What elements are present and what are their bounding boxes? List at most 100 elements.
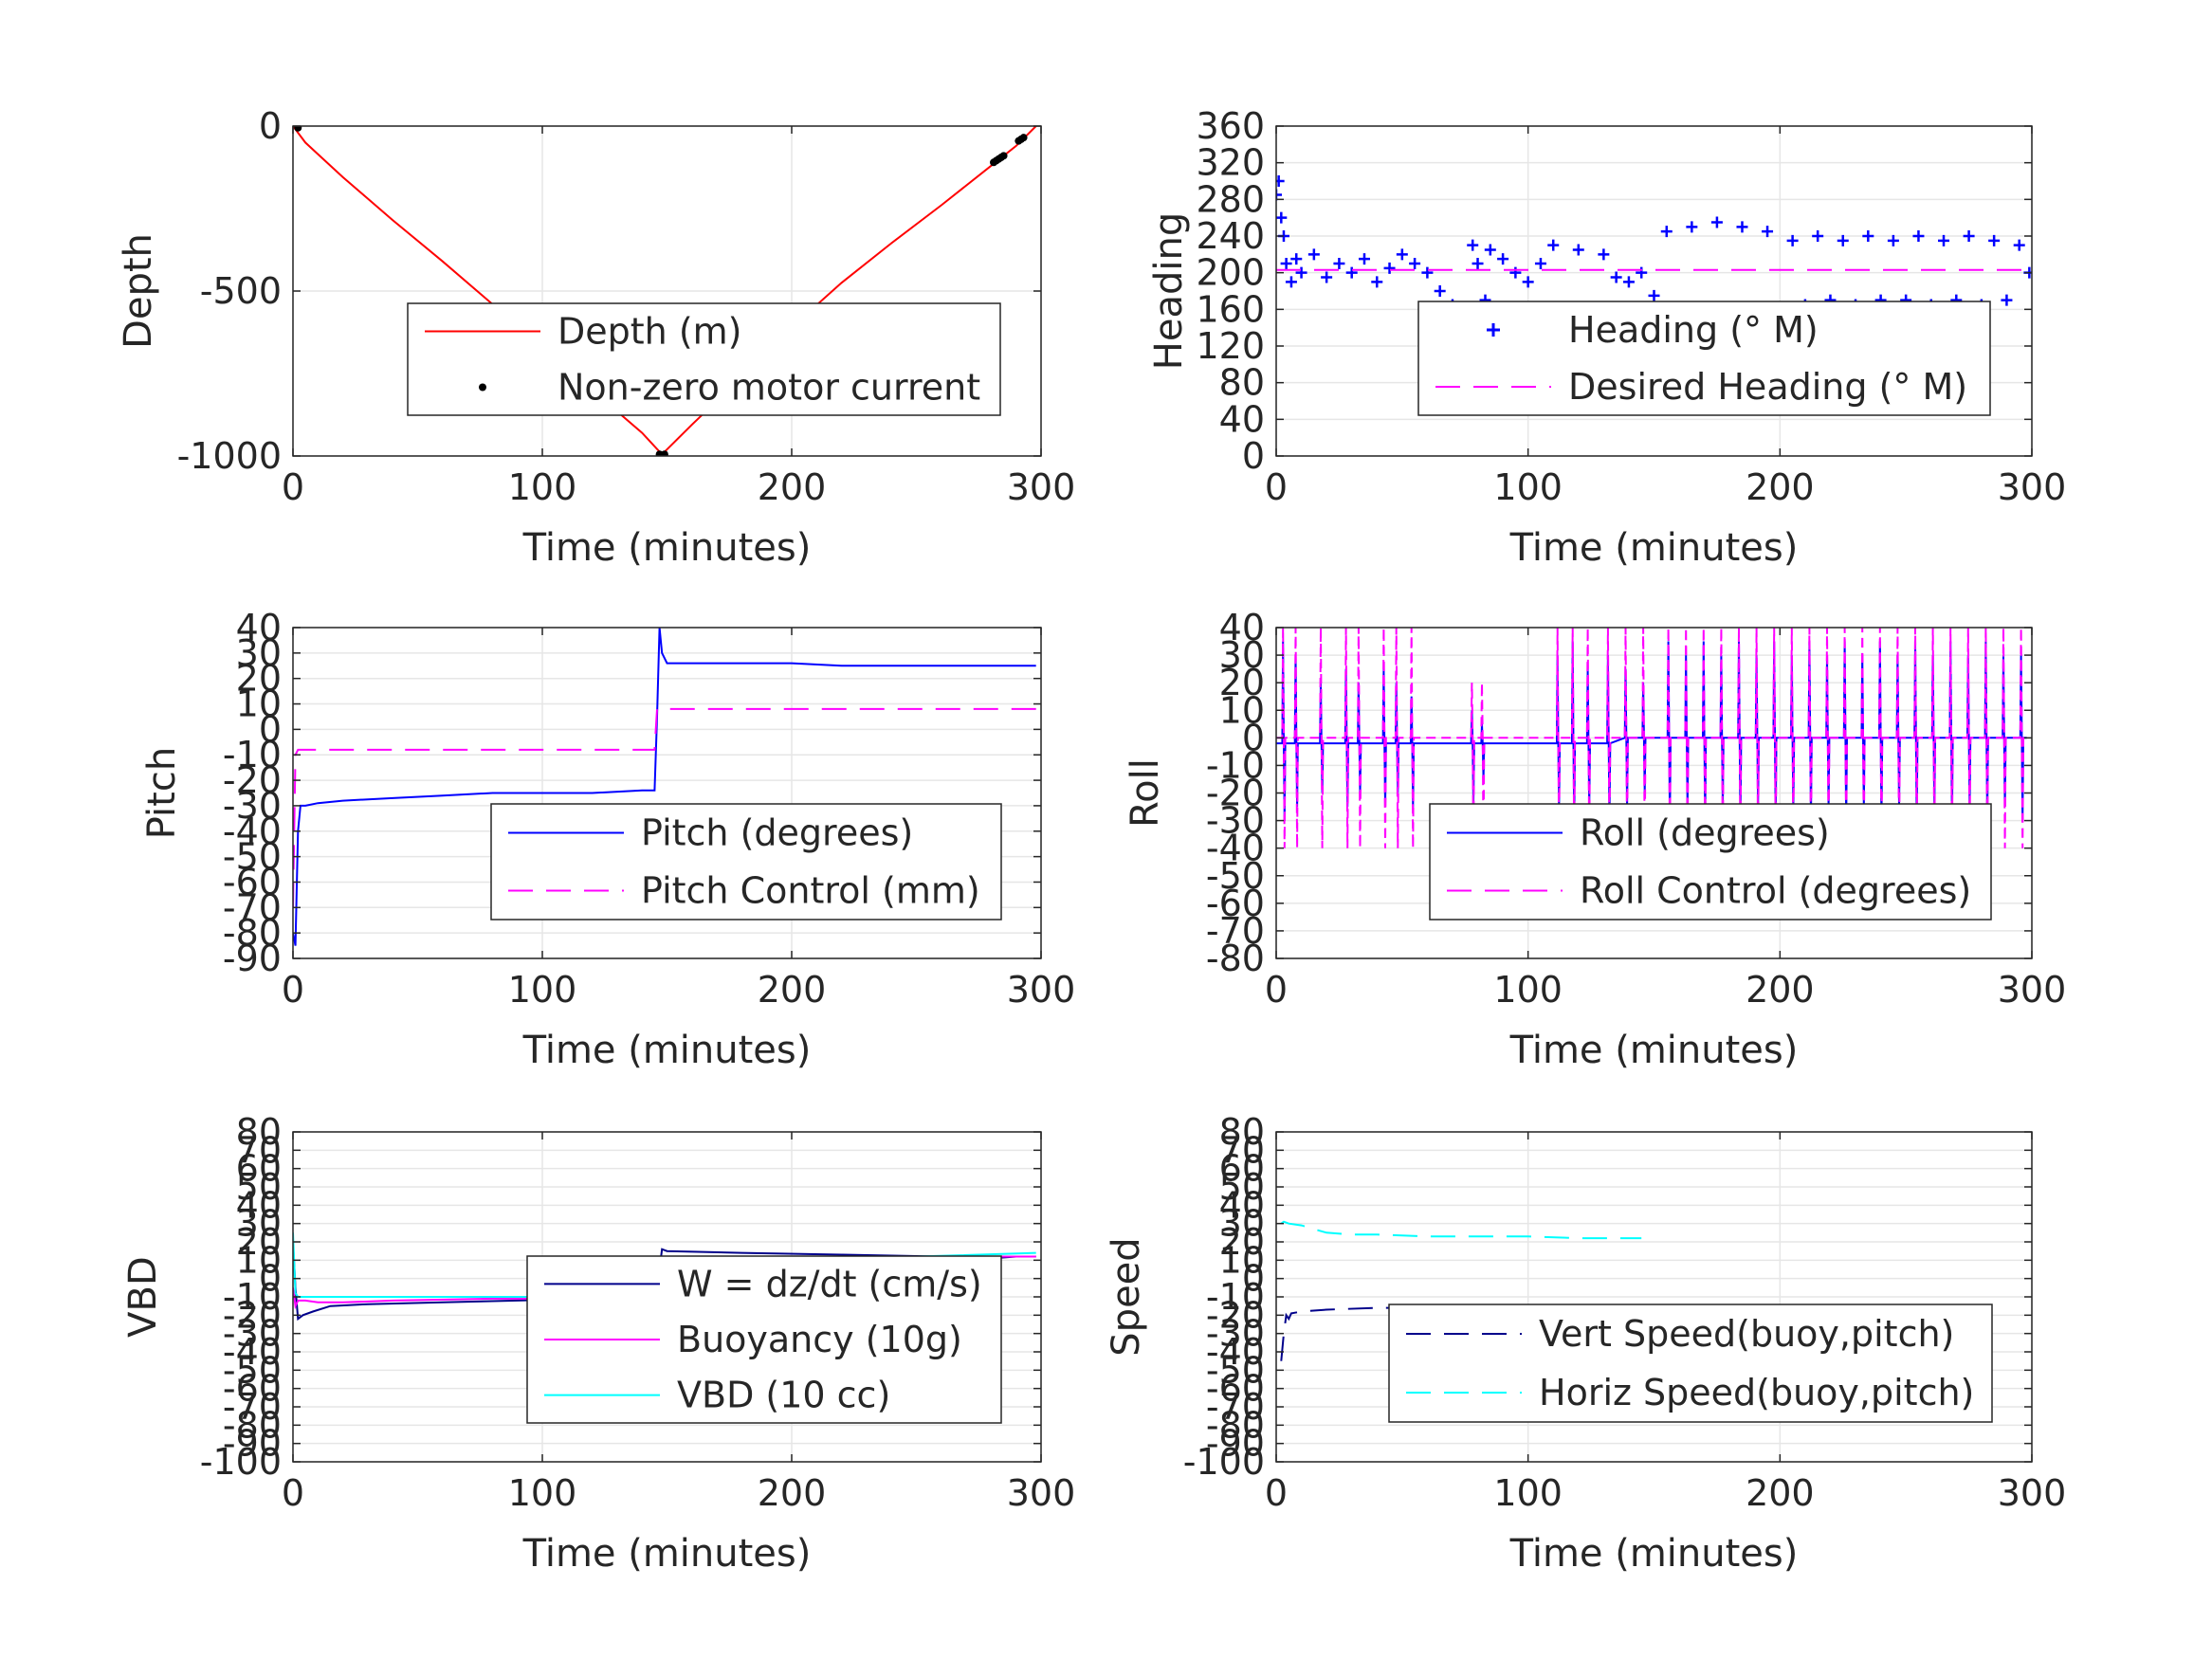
data-point — [1307, 248, 1320, 261]
y-tick-label: -40 — [223, 1331, 282, 1373]
x-axis-label: Time (minutes) — [1509, 526, 1799, 570]
series-vert-speed-buoy-pitch — [1280, 1304, 1642, 1361]
legend-label: Depth (m) — [558, 311, 742, 353]
y-tick-label: 80 — [1219, 362, 1265, 404]
y-tick-label: -40 — [223, 811, 282, 852]
data-point — [1467, 239, 1479, 251]
y-tick-label: -100 — [1183, 1441, 1265, 1483]
data-point — [1285, 276, 1297, 288]
y-tick-label: -80 — [223, 1404, 282, 1446]
x-tick-label: 100 — [508, 1472, 577, 1514]
data-point — [1837, 234, 1849, 246]
data-point — [1636, 266, 1648, 279]
data-point — [1912, 230, 1925, 242]
data-point — [1509, 266, 1522, 279]
data-point — [294, 126, 302, 132]
data-point — [1988, 234, 2001, 246]
data-point — [1295, 266, 1307, 279]
y-tick-label: 50 — [1219, 1166, 1265, 1208]
x-axis-label: Time (minutes) — [522, 1532, 812, 1576]
axes-frame — [292, 627, 1042, 959]
y-tick-label: 70 — [236, 1129, 282, 1171]
x-tick-label: 0 — [1265, 969, 1288, 1011]
x-tick-label: 0 — [282, 1472, 304, 1514]
data-point — [1358, 253, 1370, 265]
y-tick-label: -20 — [1206, 773, 1265, 814]
x-tick-label: 0 — [1265, 1472, 1288, 1514]
y-axis-label: Pitch — [140, 747, 184, 839]
data-point — [1434, 285, 1446, 297]
series-pitch-control-mm — [293, 707, 1036, 908]
series-horiz-speed-buoy-pitch — [1280, 1220, 1642, 1240]
y-tick-label: 30 — [236, 632, 282, 674]
y-tick-label: 0 — [1242, 1258, 1265, 1300]
data-point — [1534, 258, 1546, 269]
y-tick-label: -70 — [1206, 1386, 1265, 1428]
data-point — [1660, 226, 1673, 238]
y-tick-label: 30 — [236, 1203, 282, 1245]
data-point — [1762, 226, 1774, 238]
legend: Heading (° M) Desired Heading (° M) — [1417, 301, 1991, 416]
x-axis-label: Time (minutes) — [1509, 1532, 1799, 1576]
x-tick-label: 300 — [1007, 969, 1076, 1011]
x-axis-label: Time (minutes) — [522, 1029, 812, 1072]
y-tick-label: -60 — [223, 861, 282, 902]
data-point — [2001, 294, 2013, 306]
x-tick-label: 0 — [282, 466, 304, 508]
data-point — [1547, 239, 1560, 251]
y-axis-label: Roll — [1124, 758, 1167, 828]
data-point — [1421, 266, 1434, 279]
data-point — [660, 450, 668, 456]
y-tick-label: -70 — [1206, 910, 1265, 952]
x-tick-label: 200 — [1746, 969, 1815, 1011]
legend-label: Buoyancy (10g) — [677, 1319, 962, 1360]
y-tick-label: 60 — [1219, 1148, 1265, 1190]
data-point — [999, 152, 1008, 160]
x-tick-label: 300 — [1007, 466, 1076, 508]
y-tick-label: -10 — [1206, 1276, 1265, 1318]
y-tick-label: 30 — [1219, 634, 1265, 676]
data-point — [1622, 276, 1635, 288]
subplot-bottom-right: 0 100 200 300-100-90-80-70-60-50-40-30-20-1… — [1105, 1111, 2066, 1576]
data-point — [1610, 271, 1622, 283]
data-point — [1276, 189, 1282, 201]
legend: W = dz/dt (cm/s) Buoyancy (10g) VBD (10 cc… — [526, 1255, 1002, 1424]
data-point — [1333, 258, 1345, 269]
y-tick-label: -80 — [223, 912, 282, 954]
y-tick-label: 280 — [1196, 178, 1265, 220]
data-point — [1598, 248, 1610, 261]
x-axis-label: Time (minutes) — [522, 526, 812, 570]
y-tick-label: -20 — [223, 1294, 282, 1336]
y-tick-label: 20 — [1219, 1221, 1265, 1263]
axes-frame — [1275, 125, 2033, 457]
data-point — [1345, 266, 1358, 279]
y-tick-label: -10 — [1206, 744, 1265, 786]
data-point — [1383, 262, 1396, 274]
x-tick-label: 300 — [1998, 466, 2067, 508]
data-point — [1472, 258, 1484, 269]
y-tick-label: 40 — [236, 607, 282, 648]
y-tick-label: -1000 — [177, 435, 282, 477]
x-tick-label: 200 — [1746, 466, 1815, 508]
y-tick-label: -70 — [223, 1386, 282, 1428]
y-tick-label: -90 — [223, 1423, 282, 1465]
legend-box — [1388, 1304, 1993, 1423]
legend-label: Heading (° M) — [1568, 309, 1819, 351]
data-point — [1396, 248, 1408, 261]
y-tick-label: 240 — [1196, 215, 1265, 257]
legend-label: Horiz Speed(buoy,pitch) — [1539, 1372, 1974, 1413]
y-axis-label: Heading — [1147, 212, 1191, 370]
y-tick-label: 50 — [236, 1166, 282, 1208]
x-tick-label: 200 — [758, 466, 827, 508]
y-tick-label: -60 — [1206, 1368, 1265, 1410]
data-point — [1938, 234, 1950, 246]
y-tick-label: -60 — [223, 1368, 282, 1410]
subplot-top-right: 0 100 200 30004080120160200240280320360Time… — [1147, 105, 2066, 570]
y-tick-label: -40 — [1206, 1331, 1265, 1373]
data-point — [2013, 239, 2025, 251]
y-tick-label: 40 — [1219, 398, 1265, 440]
x-tick-label: 100 — [508, 466, 577, 508]
data-point — [1522, 276, 1534, 288]
data-point — [1686, 221, 1698, 233]
y-tick-label: 30 — [1219, 1203, 1265, 1245]
